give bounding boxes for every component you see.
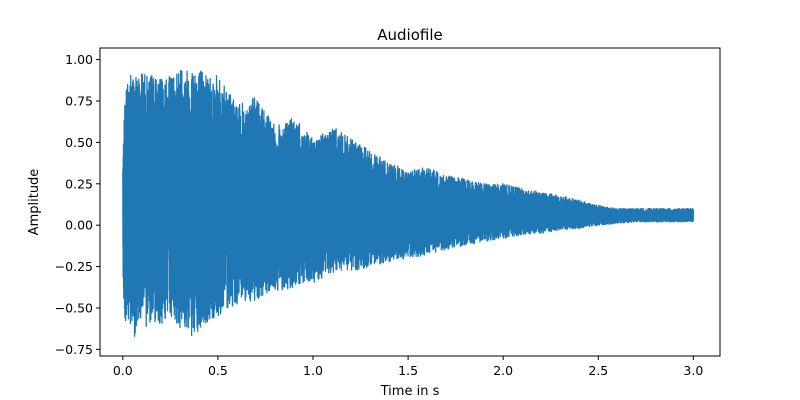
axes: 0.0 0.5 1.0 1.5 2.0 2.5 3.0 −0.75 −0.50 −0.25 0.00… (55, 52, 704, 378)
x-tick-label: 3.0 (683, 363, 703, 378)
series-waveform (122, 70, 695, 337)
plot-area (122, 70, 695, 337)
y-tick-label: 0.75 (65, 93, 93, 108)
y-tick-label: 0.25 (65, 176, 93, 191)
y-tick-label: −0.50 (55, 300, 93, 315)
x-tick-label: 2.5 (588, 363, 608, 378)
x-tick-label: 0.5 (208, 363, 228, 378)
y-tick-label: −0.25 (55, 259, 93, 274)
x-tick-label: 1.5 (398, 363, 418, 378)
y-axis-label: Amplitude (27, 169, 42, 236)
chart-title: Audiofile (377, 26, 442, 44)
x-tick-label: 1.0 (303, 363, 323, 378)
x-axis-label: Time in s (380, 384, 440, 399)
y-tick-label: 0.00 (65, 218, 93, 233)
y-tick-label: 1.00 (65, 52, 93, 67)
plot-frame (99, 47, 721, 357)
x-tick-label: 0.0 (113, 363, 133, 378)
y-tick-label: −0.75 (55, 342, 93, 357)
x-tick-label: 2.0 (493, 363, 513, 378)
y-tick-label: 0.50 (65, 135, 93, 150)
